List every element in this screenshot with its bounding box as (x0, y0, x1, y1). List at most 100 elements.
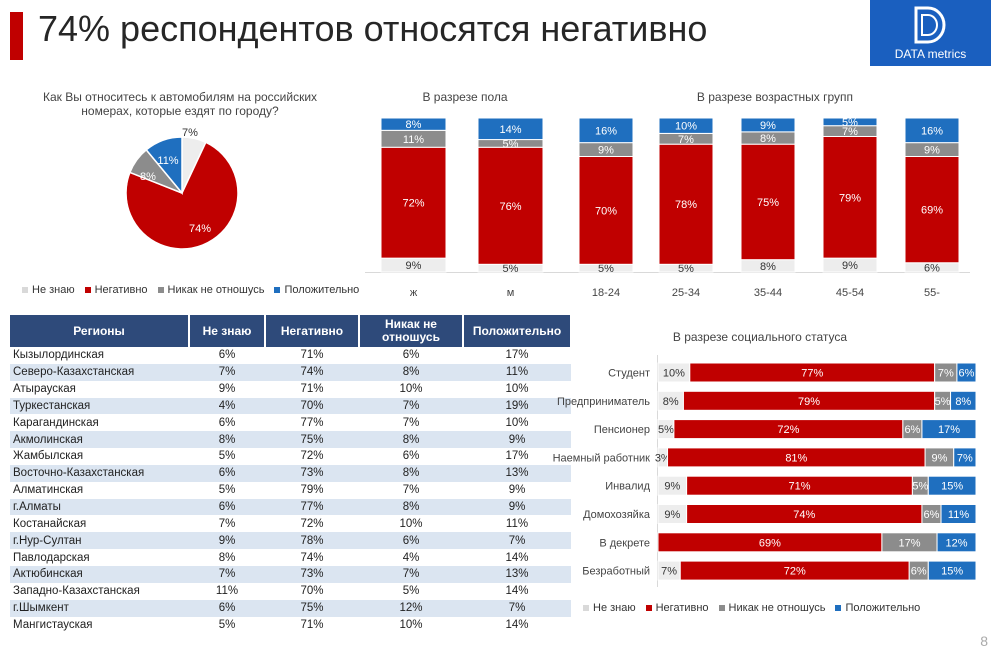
age-chart-title: В разрезе возрастных групп (696, 90, 854, 104)
social-bar-1-positive (950, 390, 977, 411)
region-name-cell: Павлодарская (13, 551, 90, 564)
region-name-cell: Костанайская (13, 517, 87, 530)
age-bar-25-34-negative (658, 143, 714, 265)
table-row: Акмолинская 8% 75% 8% 9% (10, 431, 571, 449)
value-cell: 7% (189, 363, 265, 381)
region-name-cell: Туркестанская (10, 397, 189, 415)
pie-label-positive: 11% (157, 155, 178, 167)
social-bar-label-5-negative: 74% (793, 509, 815, 521)
age-bar-label-25-34-neutral: 7% (678, 134, 694, 146)
value-cell: 6% (189, 464, 265, 482)
value-cell: 7% (463, 599, 571, 617)
gender-bar-ж-positive (380, 117, 447, 131)
region-name-cell: Северо-Казахстанская (10, 363, 189, 381)
value-cell: 70% (300, 585, 324, 598)
table-row: Актюбинская 7% 73% 7% 13% (10, 565, 571, 583)
pie-slice-positive (145, 136, 183, 196)
value-cell: 6% (218, 349, 236, 362)
social-bar-3-positive (953, 447, 977, 468)
age-bar-45-54-positive (822, 117, 878, 127)
region-name-cell: Восточно-Казахстанская (10, 464, 189, 482)
social-category-label: В декрете (599, 537, 650, 549)
value-cell: 8% (359, 498, 463, 516)
social-bar-label-4-neutral: 5% (912, 481, 928, 493)
age-bar-label-18-24-neutral: 9% (598, 145, 614, 157)
value-cell: 7% (463, 532, 571, 550)
social-category-label: Безработный (582, 566, 650, 578)
value-cell: 13% (463, 464, 571, 482)
social-bar-2-positive (921, 419, 977, 440)
region-name-cell: Мангистауская (13, 618, 93, 631)
legend-swatch (84, 287, 91, 294)
value-cell: 11% (463, 363, 571, 381)
age-bar-label-55--neutral: 9% (924, 145, 940, 157)
title-accent-bar (10, 12, 23, 60)
value-cell: 79% (300, 484, 324, 497)
social-bar-label-3-neutral: 9% (931, 452, 947, 464)
legend-label: Никак не отношусь (167, 284, 265, 296)
table-header-cell: Не знаю (189, 315, 266, 347)
age-bar-label-18-24-no-idea: 5% (598, 263, 614, 275)
value-cell: 7% (218, 517, 236, 530)
value-cell: 14% (505, 618, 529, 631)
value-cell: 74% (300, 551, 324, 564)
value-cell: 75% (265, 599, 359, 617)
social-bar-7-positive (927, 560, 977, 581)
legend-item-positive: Положительно (274, 284, 359, 296)
gender-bar-label-ж-neutral: 11% (403, 134, 424, 146)
social-category-label: Пенсионер (594, 424, 650, 436)
value-cell: 10% (505, 383, 529, 396)
gender-bar-label-м-neutral: 5% (503, 138, 519, 150)
age-bar-18-24-positive (578, 117, 634, 144)
page-title: 74% респондентов относятся негативно (38, 8, 708, 49)
value-cell: 8% (218, 551, 236, 564)
logo-d-icon (914, 6, 946, 44)
regions-table: Регионы Не знаю Негативно Никак не отношусь… (10, 315, 572, 633)
region-name-cell: Актюбинская (10, 565, 189, 583)
social-bar-label-2-neutral: 6% (904, 424, 920, 436)
value-cell: 71% (300, 618, 324, 631)
value-cell: 10% (399, 618, 423, 631)
social-bar-label-7-neutral: 6% (911, 566, 927, 578)
social-category-label: Наемный работник (553, 452, 651, 464)
value-cell: 10% (399, 517, 423, 530)
value-cell: 7% (359, 565, 463, 583)
value-cell: 72% (300, 450, 324, 463)
social-bar-label-6-negative: 69% (759, 537, 781, 549)
value-cell: 4% (189, 397, 265, 415)
region-name-cell: г.Нур-Султан (10, 532, 189, 550)
social-bar-label-1-neutral: 5% (935, 396, 951, 408)
value-cell: 11% (505, 517, 529, 530)
gender-bar-м-positive (477, 117, 544, 141)
social-bar-label-5-no-idea: 9% (664, 509, 680, 521)
region-name-cell: Жамбылская (13, 450, 84, 463)
value-cell: 72% (300, 517, 324, 530)
age-category-label: 55- (924, 287, 940, 299)
legend-item-negative: Негативно (84, 284, 148, 296)
pie-label-no-idea: 7% (182, 127, 198, 139)
pie-chart-title: Как Вы относитесь к автомобилям на росси… (42, 90, 318, 118)
age-bar-label-35-44-no-idea: 8% (760, 261, 776, 273)
social-bar-label-6-positive: 12% (946, 537, 968, 549)
social-bar-label-7-positive: 15% (941, 566, 963, 578)
social-bar-label-1-positive: 8% (955, 396, 971, 408)
age-bar-label-55--no-idea: 6% (924, 262, 940, 274)
value-cell: 7% (402, 416, 420, 429)
region-name-cell: Атырауская (13, 383, 76, 396)
value-cell: 73% (265, 565, 359, 583)
social-bar-4-positive (927, 475, 977, 496)
age-bar-label-35-44-neutral: 8% (760, 133, 776, 145)
value-cell: 9% (218, 383, 236, 396)
value-cell: 7% (402, 484, 420, 497)
age-bar-label-55--negative: 69% (921, 205, 943, 217)
social-bar-label-0-no-idea: 10% (663, 368, 685, 380)
table-row: Кызылординская 6% 71% 6% 17% (10, 347, 571, 364)
age-bar-label-45-54-no-idea: 9% (842, 260, 858, 272)
table-header-cell: Положительно (463, 315, 572, 347)
social-bar-0-positive (956, 362, 977, 383)
table-row: Атырауская 9% 71% 10% 10% (10, 381, 571, 398)
legend-swatch (835, 605, 842, 612)
table-header-cell: Негативно (265, 315, 360, 347)
age-bar-55--negative (904, 156, 960, 264)
value-cell: 5% (218, 450, 236, 463)
